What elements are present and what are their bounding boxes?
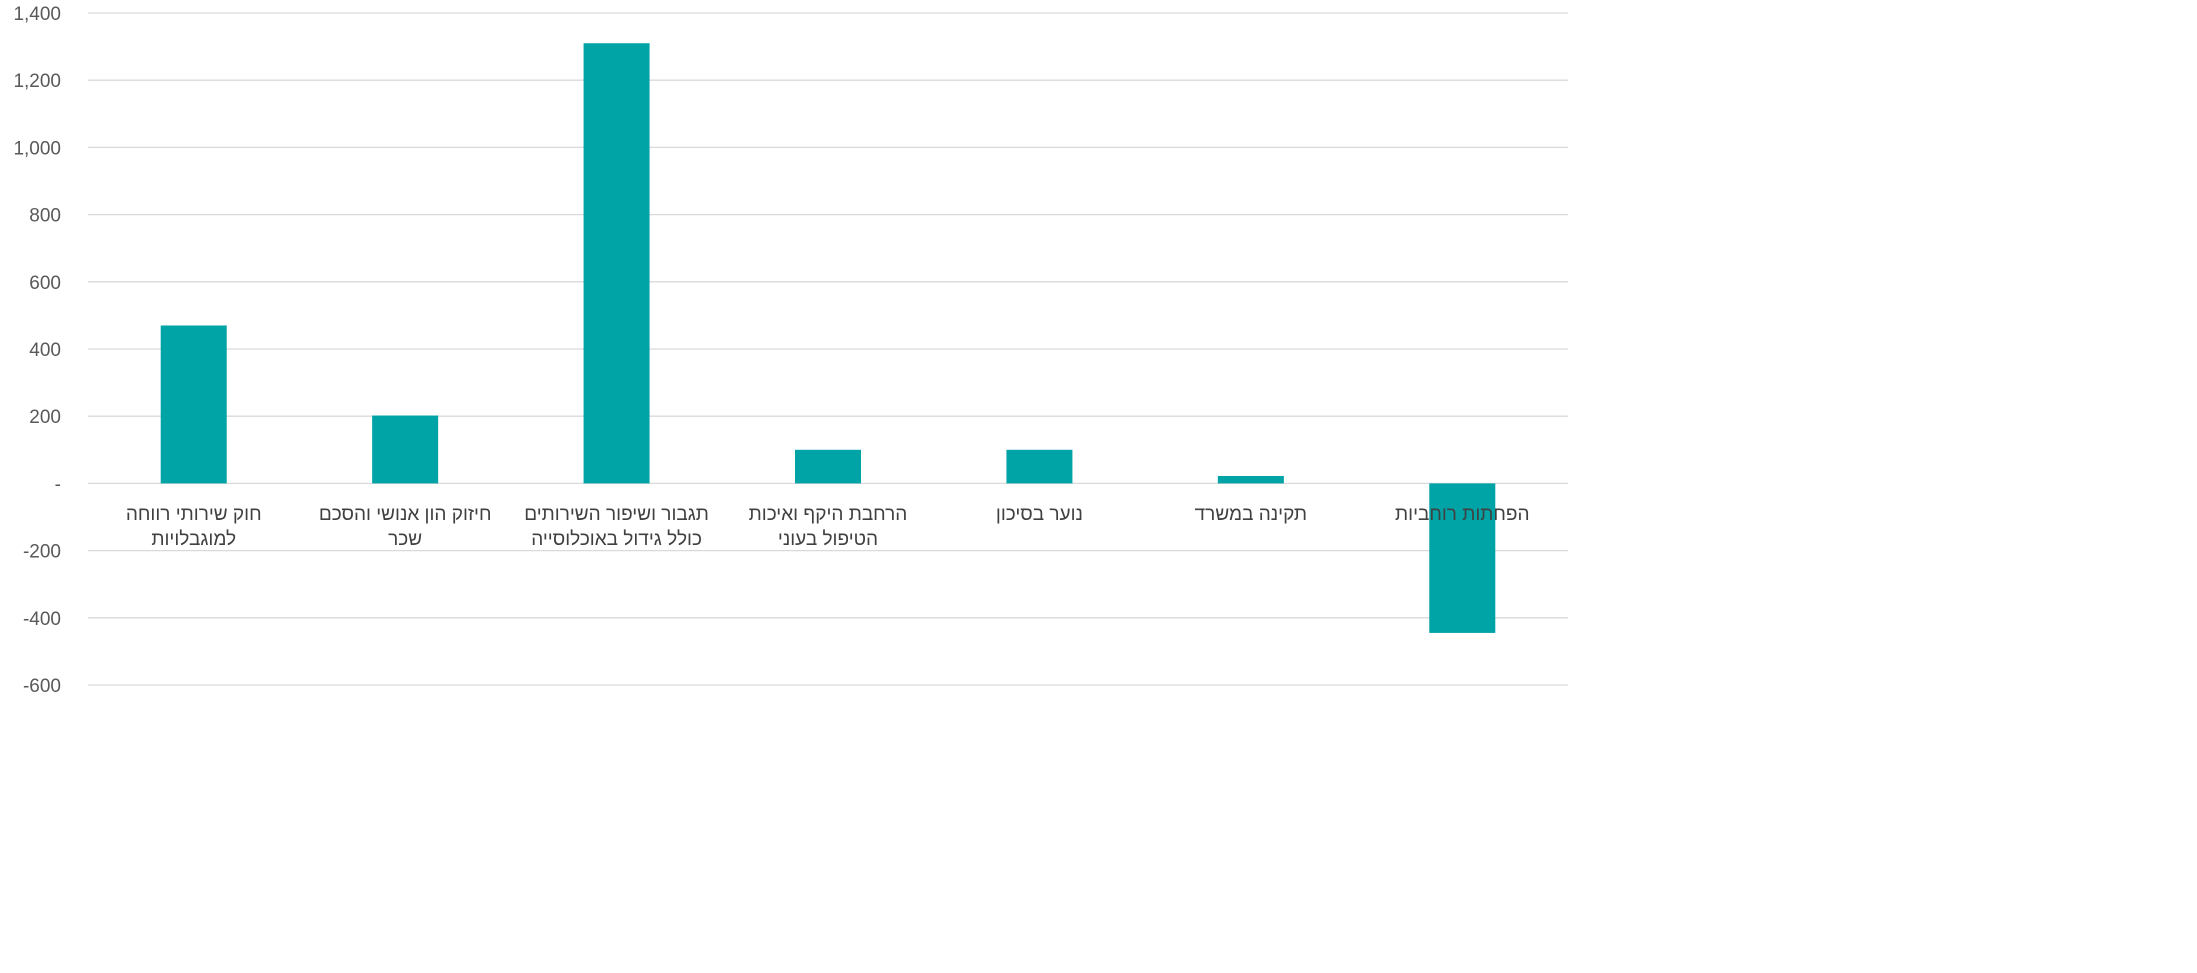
y-tick-label: 800 [29, 206, 61, 227]
y-tick-label: 1,200 [13, 71, 61, 92]
category-label-line: חוק שירותי רווחה [126, 504, 262, 525]
category-label-line: תגבור ושיפור השירותים [524, 504, 709, 525]
y-tick-label: -400 [23, 609, 61, 630]
y-tick-label: -600 [23, 676, 61, 697]
category-label: חוק שירותי רווחה למוגבלויות [126, 504, 262, 550]
category-label-line: תקינה במשרד [1195, 504, 1307, 525]
bar-chart: 1,400 1,200 1,000 800 600 400 200 - -200 -400 -600… [13, 4, 1568, 697]
category-label: נוער בסיכון [996, 504, 1083, 525]
category-label: תקינה במשרד [1195, 504, 1307, 525]
y-tick-label: 600 [29, 273, 61, 294]
category-label-line: הטיפול בעוני [778, 529, 878, 550]
y-tick-label: 1,400 [13, 4, 61, 25]
category-label-line: למוגבלויות [151, 529, 236, 550]
bar [795, 449, 861, 484]
y-tick-label: 1,000 [13, 138, 61, 159]
category-label-line: שכר [388, 529, 422, 550]
category-label: הרחבת היקף ואיכות הטיפול בעוני [749, 504, 908, 550]
bar [1217, 476, 1284, 484]
chart-svg: 1,400 1,200 1,000 800 600 400 200 - -200 -400 -600… [13, 4, 1568, 697]
category-label-line: כולל גידול באוכלוסייה [531, 529, 702, 550]
category-label: הפחתות רוחביות [1395, 504, 1530, 525]
category-label-line: נוער בסיכון [996, 504, 1083, 525]
y-tick-label: 200 [29, 407, 61, 428]
category-label-line: חיזוק הון אנושי והסכם [319, 504, 492, 525]
bar [583, 43, 650, 484]
bars [160, 43, 1496, 633]
bar [372, 415, 439, 484]
bar [1429, 483, 1496, 633]
category-label-line: הפחתות רוחביות [1395, 504, 1530, 525]
y-tick-label: -200 [23, 542, 61, 563]
gridlines [88, 12, 1568, 686]
y-tick-label: - [55, 474, 61, 495]
category-label-line: הרחבת היקף ואיכות [749, 504, 908, 525]
bar [160, 325, 227, 484]
y-axis-tick-labels: 1,400 1,200 1,000 800 600 400 200 - -200 -400 -600 [13, 4, 61, 697]
y-tick-label: 400 [29, 340, 61, 361]
category-labels: חוק שירותי רווחה למוגבלויות חיזוק הון אנוש… [126, 504, 1530, 550]
category-label: תגבור ושיפור השירותים כולל גידול באוכלוסי… [524, 504, 709, 550]
category-label: חיזוק הון אנושי והסכם שכר [319, 504, 492, 550]
bar [1006, 449, 1073, 484]
